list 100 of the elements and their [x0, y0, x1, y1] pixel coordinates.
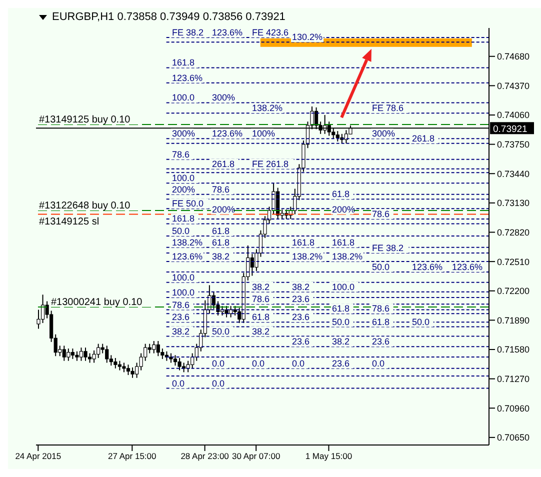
annotation: 138.2%	[172, 237, 203, 248]
y-tick-label: 0.70960	[497, 403, 530, 414]
annotation: 100.0	[172, 287, 195, 298]
candlestick	[173, 354, 178, 366]
annotation: 61.8	[332, 189, 350, 200]
chart-title: EURGBP,H1 0.73858 0.73949 0.73856 0.73921	[52, 11, 286, 23]
y-tick-label: 0.70650	[497, 432, 530, 443]
annotation: 0.0	[212, 378, 225, 388]
annotation: 23.6	[332, 358, 350, 368]
annotation: 0.0	[172, 378, 185, 388]
annotation: 38.2	[332, 336, 350, 347]
annotation: 123.6%	[452, 262, 483, 272]
annotation: 300%	[372, 128, 396, 139]
annotation: 38.2	[292, 282, 310, 292]
annotation: 123.6%	[412, 262, 443, 272]
annotation: 300%	[172, 128, 196, 139]
annotation: 161.8	[172, 58, 195, 68]
annotation: FE 261.8	[252, 158, 289, 169]
annotation: 38.2	[212, 252, 230, 262]
annotation: 50.0	[212, 326, 230, 336]
ref-line-label: #13000241 buy 0.10	[51, 296, 143, 308]
y-tick-label: 0.71270	[497, 374, 530, 384]
annotation: 123.6%	[212, 128, 243, 139]
annotation: 0.0	[372, 358, 385, 368]
annotation: 138.2%	[292, 252, 323, 262]
annotation: 78.6	[212, 184, 230, 194]
annotation: 23.6	[292, 336, 310, 347]
x-tick-label: 27 Apr 15:00	[108, 451, 157, 462]
candlestick	[66, 348, 70, 362]
annotation: 0.0	[252, 358, 265, 368]
annotation: FE 38.2	[372, 243, 404, 254]
y-tick-label: 0.72200	[497, 286, 530, 296]
y-tick-label: 0.73440	[497, 168, 530, 179]
annotation: 100%	[252, 128, 276, 139]
annotation: 38.2	[252, 326, 270, 336]
annotation: 23.6	[172, 312, 190, 322]
annotation: FE 423.6	[252, 27, 289, 38]
annotation: 38.2	[252, 282, 270, 292]
annotation: 100.0	[172, 173, 195, 184]
x-tick-label: 28 Apr 23:00	[180, 451, 230, 462]
annotation: 200%	[332, 204, 356, 214]
annotation: 78.6	[172, 149, 190, 160]
ref-line-label: #13122648 buy 0.10	[39, 200, 131, 212]
candlestick	[122, 362, 126, 373]
annotation: 100.0	[172, 272, 195, 282]
annotation: 23.6	[292, 294, 310, 304]
annotation: 78.6	[372, 304, 390, 314]
annotation: 123.6%	[172, 72, 203, 83]
annotation: 61.8	[212, 226, 230, 236]
candlestick	[84, 347, 88, 362]
annotation: 78.6	[172, 300, 190, 310]
y-tick-label: 0.72510	[497, 256, 530, 267]
annotation: 78.6	[252, 294, 270, 304]
candlestick	[79, 347, 84, 362]
annotation: 0.0	[292, 358, 305, 368]
x-tick-label: 24 Apr 2015	[15, 451, 62, 462]
x-tick-label: 1 May 15:00	[305, 451, 352, 462]
annotation: 50.0	[332, 316, 350, 327]
y-tick-label: 0.71890	[497, 315, 530, 326]
annotation: 50.0	[172, 226, 190, 236]
annotation: 50.0	[372, 262, 390, 272]
ref-line-label: 0.73921	[493, 124, 528, 136]
ref-line-label: #13149125 sl	[39, 216, 100, 228]
annotation: 161.8	[172, 214, 195, 224]
annotation: 23.6	[292, 312, 310, 322]
candlestick	[152, 340, 156, 354]
candlestick	[130, 366, 134, 378]
annotation: FE 38.2	[172, 27, 204, 38]
annotation: 61.8	[332, 304, 350, 314]
y-tick-label: 0.72820	[497, 227, 530, 238]
annotation: 0.0	[212, 358, 225, 368]
x-tick-label: 30 Apr 07:00	[232, 451, 280, 462]
annotation: FE 78.6	[372, 103, 404, 114]
ref-line-label: #13149125 buy 0.10	[39, 114, 131, 126]
annotation: 300%	[212, 92, 236, 103]
candlestick	[62, 345, 66, 362]
annotation: 200%	[212, 204, 236, 214]
annotation: 100.0	[332, 282, 355, 292]
annotation: FE 50.0	[172, 198, 204, 209]
annotation: 23.6	[372, 336, 390, 347]
annotation: 78.6	[372, 209, 390, 220]
y-tick-label: 0.71580	[497, 344, 530, 355]
candlestick	[114, 358, 118, 369]
annotation: 50.0	[412, 316, 430, 327]
annotation: 200%	[172, 184, 196, 194]
y-tick-label: 0.73750	[497, 140, 530, 150]
annotation: 61.8	[372, 316, 390, 327]
y-tick-label: 0.74370	[497, 80, 530, 91]
annotation: 161.8	[292, 237, 315, 248]
annotation: 138.2%	[332, 252, 363, 262]
annotation: 38.2	[172, 326, 190, 336]
candlestick	[75, 350, 79, 362]
annotation: 261.8	[412, 133, 435, 144]
annotation: 61.8	[252, 312, 270, 322]
y-tick-label: 0.74060	[497, 110, 530, 120]
y-tick-label: 0.74680	[497, 52, 530, 62]
candlestick	[148, 343, 152, 354]
annotation: 261.8	[212, 158, 235, 169]
candlestick	[126, 364, 130, 376]
annotation: 61.8	[212, 237, 230, 248]
